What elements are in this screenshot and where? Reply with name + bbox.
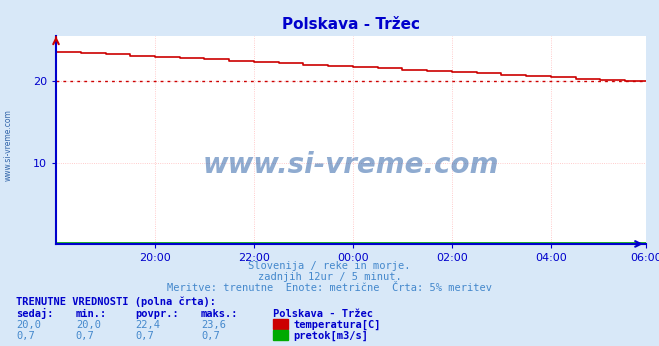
Text: www.si-vreme.com: www.si-vreme.com — [203, 151, 499, 179]
Text: min.:: min.: — [76, 309, 107, 319]
Text: sedaj:: sedaj: — [16, 308, 54, 319]
Text: Meritve: trenutne  Enote: metrične  Črta: 5% meritev: Meritve: trenutne Enote: metrične Črta: … — [167, 283, 492, 293]
Text: 22,4: 22,4 — [135, 320, 160, 330]
Text: 0,7: 0,7 — [16, 331, 35, 341]
Text: 20,0: 20,0 — [16, 320, 42, 330]
Text: 0,7: 0,7 — [201, 331, 219, 341]
Text: 0,7: 0,7 — [76, 331, 94, 341]
Text: Polskava - Tržec: Polskava - Tržec — [273, 309, 374, 319]
Text: zadnjih 12ur / 5 minut.: zadnjih 12ur / 5 minut. — [258, 272, 401, 282]
Title: Polskava - Tržec: Polskava - Tržec — [282, 17, 420, 33]
Text: temperatura[C]: temperatura[C] — [293, 320, 381, 330]
Text: 23,6: 23,6 — [201, 320, 226, 330]
Text: TRENUTNE VREDNOSTI (polna črta):: TRENUTNE VREDNOSTI (polna črta): — [16, 297, 216, 307]
Text: 20,0: 20,0 — [76, 320, 101, 330]
Text: www.si-vreme.com: www.si-vreme.com — [3, 109, 13, 181]
Text: 0,7: 0,7 — [135, 331, 154, 341]
Text: maks.:: maks.: — [201, 309, 239, 319]
Text: pretok[m3/s]: pretok[m3/s] — [293, 331, 368, 341]
Text: povpr.:: povpr.: — [135, 309, 179, 319]
Text: Slovenija / reke in morje.: Slovenija / reke in morje. — [248, 261, 411, 271]
